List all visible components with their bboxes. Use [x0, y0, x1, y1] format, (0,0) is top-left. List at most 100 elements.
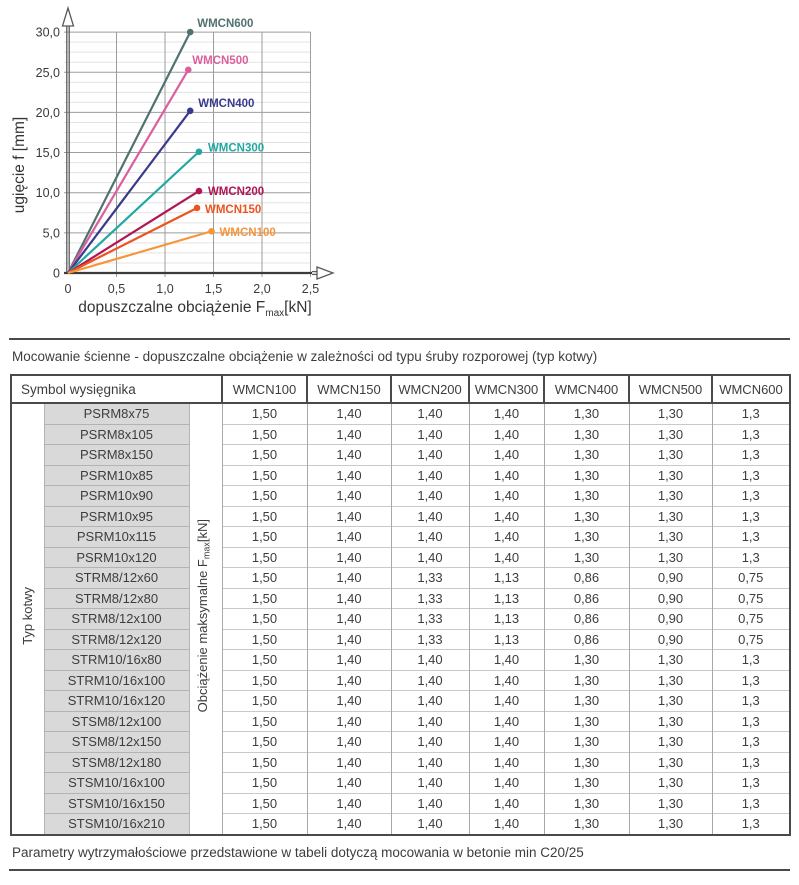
load-value-cell: 1,40: [390, 669, 469, 691]
load-value-cell: 1,50: [221, 608, 307, 629]
series-point-wmcn600: [186, 28, 194, 36]
load-value-cell: 1,50: [221, 526, 307, 547]
load-value-cell: 1,40: [306, 464, 391, 486]
series-line-wmcn500: [67, 69, 190, 274]
load-value-cell: 1,40: [468, 485, 544, 506]
load-value-cell: 1,40: [306, 792, 391, 814]
load-value-cell: 1,30: [543, 751, 629, 773]
load-value-cell: 1,50: [221, 751, 307, 773]
table-row: PSRM10x115 1,50 1,40 1,40 1,40 1,30 1,30 1,3: [11, 526, 790, 548]
series-label-wmcn500: WMCN500: [192, 55, 248, 67]
load-value-cell: 1,30: [628, 505, 712, 527]
load-value-cell: 1,40: [306, 628, 391, 650]
load-value-cell: 1,40: [390, 649, 469, 670]
load-value-cell: 1,40: [306, 567, 391, 588]
anchor-type-cell: STSM10/16x100: [43, 772, 190, 794]
y-tick-label: 30,0: [36, 26, 60, 40]
load-value-cell: 1,40: [306, 587, 391, 609]
load-value-cell: 1,40: [468, 813, 544, 835]
load-value-cell: 1,3: [711, 546, 790, 568]
load-value-cell: 1,40: [306, 731, 391, 752]
load-value-cell: 1,40: [306, 710, 391, 732]
typ-kotwy-label: Typ kotwy: [20, 587, 35, 645]
deflection-load-chart: 0 5,0 10,0 15,0 20,0 25,0 30,0 0 0,5 1,0 1,5 2,0 2,5…: [0, 0, 799, 338]
load-value-cell: 1,50: [221, 649, 307, 670]
load-value-cell: 1,50: [221, 505, 307, 527]
table-row: STSM8/12x180 1,50 1,40 1,40 1,40 1,30 1,30 1,3: [11, 751, 790, 773]
table-row: STSM10/16x100 1,50 1,40 1,40 1,40 1,30 1,30 1,3: [11, 772, 790, 794]
series-label-wmcn300: WMCN300: [208, 143, 264, 155]
table-row: Typ kotwy PSRM8x75 Obciążenie maksymalne F…: [11, 402, 790, 835]
load-value-cell: 1,40: [468, 751, 544, 773]
load-value-cell: 1,40: [468, 690, 544, 711]
load-value-cell: 1,50: [221, 628, 307, 650]
load-value-cell: 1,3: [711, 402, 790, 424]
col-header-wmcn300: WMCN300: [468, 374, 545, 404]
series-label-wmcn200: WMCN200: [208, 186, 264, 198]
series-line-wmcn150: [67, 206, 198, 274]
anchor-type-cell: PSRM10x85: [43, 464, 190, 486]
load-value-cell: 1,30: [628, 813, 712, 835]
load-value-cell: 1,50: [221, 546, 307, 568]
anchor-type-cell: STRM8/12x60: [43, 567, 190, 589]
load-value-cell: 1,3: [711, 751, 790, 773]
load-value-cell: 1,33: [390, 567, 469, 588]
row-group-label: Typ kotwy: [11, 403, 44, 835]
load-value-cell: 1,50: [221, 710, 307, 732]
divider-bottom: [9, 868, 790, 871]
load-value-cell: 1,3: [711, 690, 790, 711]
series-label-wmcn100: WMCN100: [220, 227, 276, 239]
x-tick-label: 1,5: [205, 282, 222, 296]
load-value-cell: 1,13: [468, 567, 544, 588]
table-header-row: Symbol wysięgnika WMCN100 WMCN150 WMCN200 WM…: [10, 374, 791, 404]
load-value-cell: 1,50: [221, 464, 307, 486]
load-value-cell: 1,13: [468, 628, 544, 650]
load-value-cell: 1,30: [628, 526, 712, 547]
anchor-type-cell: PSRM10x95: [43, 505, 190, 527]
load-value-cell: 1,33: [390, 608, 469, 629]
load-value-cell: 1,30: [628, 485, 712, 506]
table-row: PSRM10x90 1,50 1,40 1,40 1,40 1,30 1,30 1,3: [11, 485, 790, 507]
y-axis-arrow: [61, 5, 75, 27]
load-value-cell: 1,30: [543, 772, 629, 793]
load-value-cell: 1,40: [468, 526, 544, 547]
load-value-cell: 1,30: [543, 792, 629, 814]
load-value-cell: 1,50: [221, 792, 307, 814]
y-tick-label: 5,0: [43, 226, 60, 240]
series-line-wmcn300: [67, 150, 200, 274]
load-value-cell: 1,40: [306, 485, 391, 506]
series-label-wmcn400: WMCN400: [198, 98, 254, 110]
table-row: STRM10/16x80 1,50 1,40 1,40 1,40 1,30 1,30 1,3: [11, 649, 790, 671]
load-value-cell: 1,30: [543, 464, 629, 486]
table-row: STSM10/16x150 1,50 1,40 1,40 1,40 1,30 1,30 1,3: [11, 792, 790, 814]
load-value-cell: 1,40: [390, 505, 469, 527]
anchor-type-cell: STRM8/12x80: [43, 587, 190, 609]
series-point-wmcn150: [193, 204, 201, 212]
load-value-cell: 1,40: [468, 669, 544, 691]
load-value-cell: 1,30: [628, 690, 712, 711]
x-tick-label: 2,5: [302, 282, 319, 296]
load-value-cell: 1,40: [390, 772, 469, 793]
series-line-wmcn600: [67, 31, 192, 274]
table-row: PSRM8x150 1,50 1,40 1,40 1,40 1,30 1,30 1,3: [11, 444, 790, 466]
load-value-cell: 1,3: [711, 813, 790, 835]
table-row: STRM8/12x60 1,50 1,40 1,33 1,13 0,86 0,90 0,75: [11, 567, 790, 589]
series-point-wmcn200: [195, 187, 203, 195]
load-value-cell: 0,86: [543, 628, 629, 650]
load-value-cell: 1,40: [390, 526, 469, 547]
col-header-wmcn600: WMCN600: [711, 374, 791, 404]
load-value-cell: 1,40: [390, 751, 469, 773]
anchor-type-cell: STRM10/16x120: [43, 690, 190, 712]
anchor-type-cell: STSM10/16x150: [43, 792, 190, 814]
load-value-cell: 1,40: [390, 731, 469, 752]
load-value-cell: 1,50: [221, 444, 307, 465]
load-value-cell: 1,30: [628, 751, 712, 773]
load-value-cell: 1,3: [711, 505, 790, 527]
series-point-wmcn100: [208, 227, 215, 235]
load-value-cell: 1,40: [468, 731, 544, 752]
series-point-wmcn500: [184, 66, 192, 74]
y-axis-title: ugięcie f [mm]: [11, 117, 28, 213]
load-value-cell: 1,30: [543, 526, 629, 547]
anchor-type-cell: PSRM8x75: [43, 402, 190, 425]
x-tick-label: 1,0: [156, 282, 173, 296]
